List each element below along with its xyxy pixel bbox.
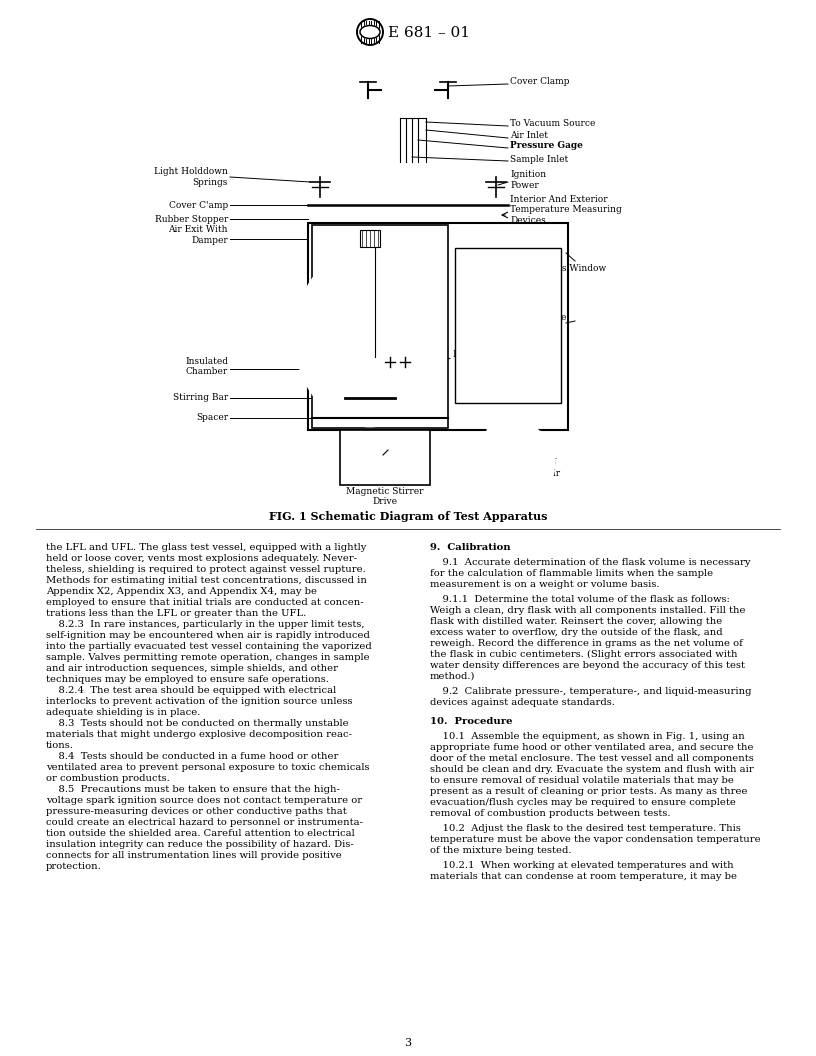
Text: sample. Valves permitting remote operation, changes in sample: sample. Valves permitting remote operati… [46, 653, 370, 662]
Text: E 681 – 01: E 681 – 01 [388, 26, 470, 40]
Text: Rubber Stopper: Rubber Stopper [154, 214, 228, 224]
Text: Insulated
Chamber: Insulated Chamber [185, 357, 228, 376]
Text: adequate shielding is in place.: adequate shielding is in place. [46, 708, 201, 717]
Text: ASTM: ASTM [360, 31, 380, 36]
Text: 10.  Procedure: 10. Procedure [430, 717, 512, 727]
Text: Air Exit With
Damper: Air Exit With Damper [168, 225, 228, 245]
Text: Ignition
Power: Ignition Power [510, 170, 546, 190]
Bar [308, 223, 568, 430]
Text: insulation integrity can reduce the possibility of hazard. Dis-: insulation integrity can reduce the poss… [46, 840, 354, 849]
Bar [360, 230, 380, 246]
Text: appropriate fume hood or other ventilated area, and secure the: appropriate fume hood or other ventilate… [430, 743, 753, 752]
Circle shape [390, 72, 426, 108]
Ellipse shape [295, 246, 445, 427]
Text: Stirring Bar: Stirring Bar [173, 394, 228, 402]
Text: Sample Inlet: Sample Inlet [510, 154, 568, 164]
Text: method.): method.) [430, 672, 476, 681]
Text: 10.2.1  When working at elevated temperatures and with: 10.2.1 When working at elevated temperat… [430, 861, 734, 870]
Text: Methods for estimating initial test concentrations, discussed in: Methods for estimating initial test conc… [46, 576, 367, 585]
Text: evacuation/flush cycles may be required to ensure complete: evacuation/flush cycles may be required … [430, 798, 736, 807]
Text: 5-litre
Glass
Flask: 5-litre Glass Flask [326, 317, 354, 346]
Text: 8.2.3  In rare instances, particularly in the upper limit tests,: 8.2.3 In rare instances, particularly in… [46, 620, 365, 629]
Text: trations less than the LFL or greater than the UFL.: trations less than the LFL or greater th… [46, 609, 306, 618]
Text: reweigh. Record the difference in grams as the net volume of: reweigh. Record the difference in grams … [430, 639, 743, 648]
Text: Air Inlet: Air Inlet [510, 132, 548, 140]
Text: into the partially evacuated test vessel containing the vaporized: into the partially evacuated test vessel… [46, 642, 372, 650]
Text: techniques may be employed to ensure safe operations.: techniques may be employed to ensure saf… [46, 675, 329, 684]
Text: should be clean and dry. Evacuate the system and flush with air: should be clean and dry. Evacuate the sy… [430, 765, 754, 774]
Text: and air introduction sequences, simple shields, and other: and air introduction sequences, simple s… [46, 664, 338, 673]
Text: 8.4  Tests should be conducted in a fume hood or other: 8.4 Tests should be conducted in a fume … [46, 752, 339, 761]
Text: Source Of
Heated Air: Source Of Heated Air [510, 458, 560, 477]
Text: removal of combustion products between tests.: removal of combustion products between t… [430, 809, 671, 818]
Bar [455, 248, 561, 403]
Text: 10.2  Adjust the flask to the desired test temperature. This: 10.2 Adjust the flask to the desired tes… [430, 824, 741, 833]
Text: Electrodes: Electrodes [452, 350, 501, 359]
Circle shape [471, 421, 555, 505]
Text: materials that can condense at room temperature, it may be: materials that can condense at room temp… [430, 872, 737, 881]
Text: Door With
Safety Glass Window: Door With Safety Glass Window [510, 253, 606, 272]
Text: materials that might undergo explosive decomposition reac-: materials that might undergo explosive d… [46, 730, 352, 739]
Ellipse shape [360, 25, 380, 38]
Text: tions.: tions. [46, 741, 74, 750]
Text: held or loose cover, vents most explosions adequately. Never-: held or loose cover, vents most explosio… [46, 554, 357, 563]
Text: temperature must be above the vapor condensation temperature: temperature must be above the vapor cond… [430, 835, 761, 844]
Text: measurement is on a weight or volume basis.: measurement is on a weight or volume bas… [430, 580, 659, 589]
Text: devices against adequate standards.: devices against adequate standards. [430, 698, 615, 708]
Text: Cover Clamp: Cover Clamp [510, 77, 570, 87]
Text: Interior And Exterior
Temperature Measuring
Devices: Interior And Exterior Temperature Measur… [510, 195, 622, 225]
Text: excess water to overflow, dry the outside of the flask, and: excess water to overflow, dry the outsid… [430, 628, 723, 637]
Text: to ensure removal of residual volatile materials that may be: to ensure removal of residual volatile m… [430, 776, 734, 785]
Text: for the calculation of flammable limits when the sample: for the calculation of flammable limits … [430, 569, 713, 578]
Text: or combustion products.: or combustion products. [46, 774, 170, 782]
Text: 9.1  Accurate determination of the flask volume is necessary: 9.1 Accurate determination of the flask … [430, 558, 751, 567]
Text: self-ignition may be encountered when air is rapidly introduced: self-ignition may be encountered when ai… [46, 631, 370, 640]
Text: 8.5  Precautions must be taken to ensure that the high-: 8.5 Precautions must be taken to ensure … [46, 785, 340, 794]
Text: Pressure Gage: Pressure Gage [510, 142, 583, 151]
Text: theless, shielding is required to protect against vessel rupture.: theless, shielding is required to protec… [46, 565, 366, 574]
Text: pressure-measuring devices or other conductive paths that: pressure-measuring devices or other cond… [46, 807, 347, 816]
Text: ventilated area to prevent personal exposure to toxic chemicals: ventilated area to prevent personal expo… [46, 763, 370, 772]
Text: water density differences are beyond the accuracy of this test: water density differences are beyond the… [430, 661, 745, 670]
Circle shape [357, 19, 383, 45]
Text: tion outside the shielded area. Careful attention to electrical: tion outside the shielded area. Careful … [46, 829, 355, 838]
Text: 8.3  Tests should not be conducted on thermally unstable: 8.3 Tests should not be conducted on the… [46, 719, 348, 728]
Text: flask with distilled water. Reinsert the cover, allowing the: flask with distilled water. Reinsert the… [430, 617, 722, 626]
Text: 9.1.1  Determine the total volume of the flask as follows:: 9.1.1 Determine the total volume of the … [430, 595, 730, 604]
Text: connects for all instrumentation lines will provide positive: connects for all instrumentation lines w… [46, 851, 342, 860]
Text: FIG. 1 Schematic Diagram of Test Apparatus: FIG. 1 Schematic Diagram of Test Apparat… [268, 511, 548, 522]
Circle shape [495, 445, 531, 480]
Text: interlocks to prevent activation of the ignition source unless: interlocks to prevent activation of the … [46, 697, 353, 706]
Text: Cover C'amp: Cover C'amp [169, 201, 228, 209]
Text: door of the metal enclosure. The test vessel and all components: door of the metal enclosure. The test ve… [430, 754, 754, 763]
Bar [340, 430, 430, 485]
Text: 8.2.4  The test area should be equipped with electrical: 8.2.4 The test area should be equipped w… [46, 686, 336, 695]
Text: Appendix X2, Appendix X3, and Appendix X4, may be: Appendix X2, Appendix X3, and Appendix X… [46, 587, 317, 596]
Text: Magnetic Stirrer
Drive: Magnetic Stirrer Drive [346, 487, 424, 507]
Text: Piano Hinge: Piano Hinge [510, 314, 566, 322]
Text: Weigh a clean, dry flask with all components installed. Fill the: Weigh a clean, dry flask with all compon… [430, 606, 746, 615]
Text: could create an electrical hazard to personnel or instrumenta-: could create an electrical hazard to per… [46, 818, 363, 827]
Text: employed to ensure that initial trials are conducted at concen-: employed to ensure that initial trials a… [46, 598, 364, 607]
Text: 9.  Calibration: 9. Calibration [430, 543, 511, 552]
Text: 3: 3 [405, 1038, 411, 1048]
Text: Light Holddown
Springs: Light Holddown Springs [154, 167, 228, 187]
Text: present as a result of cleaning or prior tests. As many as three: present as a result of cleaning or prior… [430, 787, 747, 796]
Text: of the mixture being tested.: of the mixture being tested. [430, 846, 571, 855]
Text: protection.: protection. [46, 862, 102, 871]
Text: the flask in cubic centimeters. (Slight errors associated with: the flask in cubic centimeters. (Slight … [430, 650, 738, 659]
Text: Spacer: Spacer [196, 414, 228, 422]
Text: 9.2  Calibrate pressure-, temperature-, and liquid-measuring: 9.2 Calibrate pressure-, temperature-, a… [430, 687, 752, 696]
Text: the LFL and UFL. The glass test vessel, equipped with a lightly: the LFL and UFL. The glass test vessel, … [46, 543, 366, 552]
Text: voltage spark ignition source does not contact temperature or: voltage spark ignition source does not c… [46, 796, 362, 805]
Text: To Vacuum Source: To Vacuum Source [510, 119, 596, 129]
Text: 10.1  Assemble the equipment, as shown in Fig. 1, using an: 10.1 Assemble the equipment, as shown in… [430, 732, 745, 741]
Circle shape [373, 445, 397, 469]
Circle shape [381, 63, 435, 117]
Bar [312, 225, 448, 428]
